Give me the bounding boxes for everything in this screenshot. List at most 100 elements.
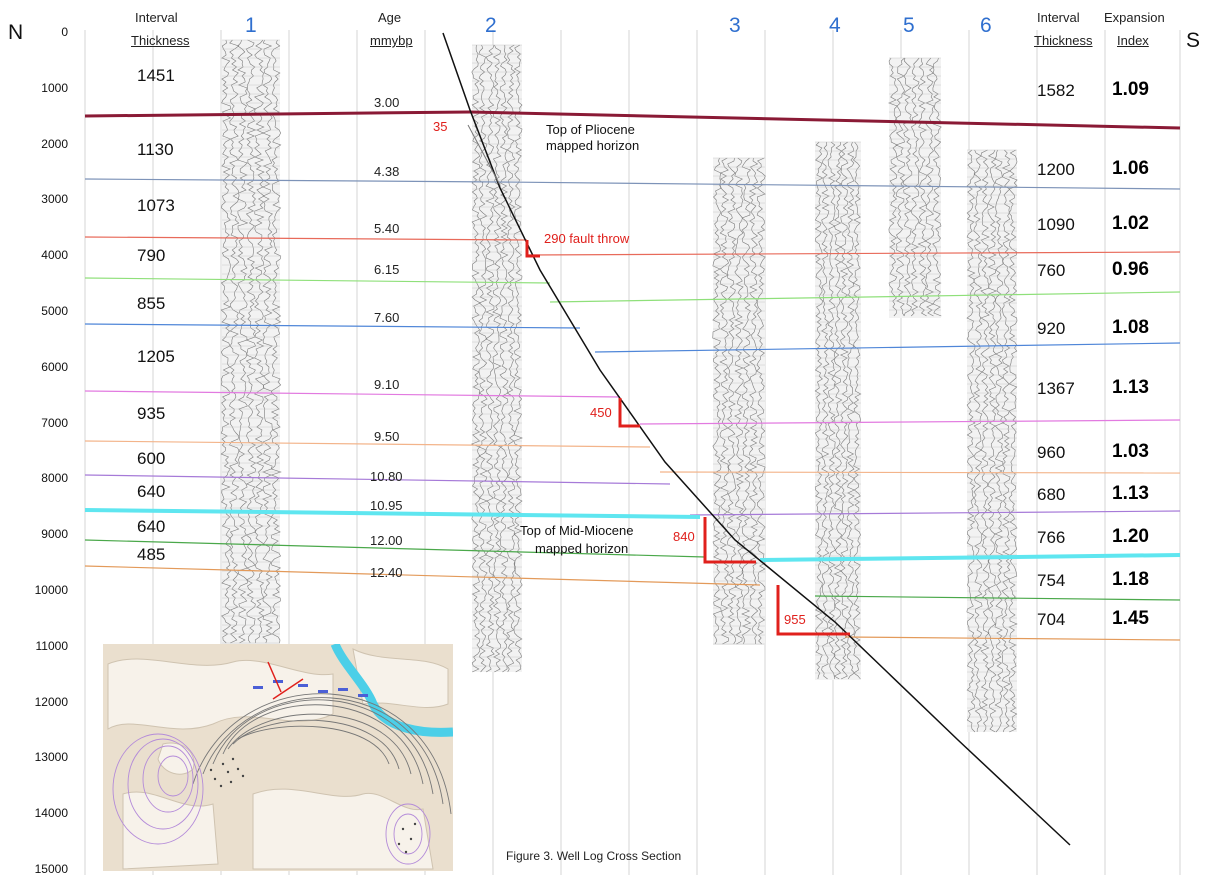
throw-marker: [618, 398, 640, 428]
depth-tick: 13000: [34, 750, 68, 765]
well-label-1: 1: [245, 14, 257, 37]
miocene-label-line1: Top of Mid-Miocene: [520, 523, 634, 538]
well-log-background: [815, 142, 861, 680]
throw-marker: [776, 585, 850, 636]
left-thickness: 640: [137, 482, 166, 501]
log-trace: [846, 141, 856, 680]
pliocene-label-line2: mapped horizon: [546, 138, 640, 153]
fault-throw-label: 290 fault throw: [544, 231, 630, 246]
horizon-segment-left: [84, 440, 651, 448]
expansion-index: 1.20: [1112, 526, 1149, 547]
well-logs: [220, 39, 1018, 733]
throw-marker: [525, 240, 540, 258]
right-thickness: 1090: [1037, 215, 1075, 234]
horizon-segment-right: [844, 636, 1181, 641]
depth-tick: 15000: [34, 862, 68, 876]
horizon-12-40: [84, 565, 1181, 641]
left-thickness: 790: [137, 246, 166, 265]
left-thickness: 600: [137, 449, 166, 468]
horizon-4-38: [84, 178, 1181, 190]
right-thickness: 1582: [1037, 81, 1075, 100]
left-thickness: 1205: [137, 347, 175, 366]
right-thickness: 680: [1037, 485, 1066, 504]
right-thickness: 766: [1037, 528, 1066, 547]
log-trace: [910, 57, 920, 317]
log-trace: [980, 149, 990, 733]
left-thickness: 1073: [137, 196, 175, 215]
age-value: 10.95: [370, 498, 403, 513]
well-log-background: [889, 58, 941, 318]
expansion-index: 1.13: [1112, 377, 1149, 398]
expansion-index: 1.06: [1112, 158, 1149, 179]
depth-tick: 11000: [35, 638, 68, 653]
horizon-segment-left: [84, 178, 501, 183]
horizon-segment-left: [84, 474, 671, 485]
log-trace: [820, 141, 830, 680]
expansion-index: 1.18: [1112, 569, 1149, 590]
horizon-segment-right: [639, 419, 1181, 425]
log-trace: [237, 39, 249, 644]
right-thickness: 760: [1037, 261, 1066, 280]
right-thickness-header: Thickness: [1034, 33, 1093, 48]
horizon-segment-left: [84, 236, 528, 241]
expansion-index: 1.09: [1112, 79, 1149, 100]
log-trace: [220, 39, 232, 644]
well-log: [712, 157, 766, 645]
expansion-index: 1.45: [1112, 608, 1149, 629]
age-value: 9.50: [374, 429, 400, 444]
log-trace: [513, 44, 523, 673]
inset-map: [103, 644, 453, 871]
log-trace: [478, 44, 488, 673]
depth-tick: 12000: [34, 694, 68, 709]
left-thickness: 935: [137, 404, 166, 423]
horizon-segment-left: [84, 390, 621, 398]
depth-tick: 9000: [41, 527, 68, 542]
right-thickness: 1200: [1037, 160, 1075, 179]
depth-tick: 6000: [41, 359, 68, 374]
throw-840-label: 840: [673, 529, 695, 544]
log-trace: [270, 39, 282, 644]
well-label-6: 6: [980, 14, 992, 37]
expansion-header: Expansion: [1104, 10, 1165, 25]
depth-tick: 10000: [34, 583, 68, 597]
well-label-5: 5: [903, 14, 915, 37]
log-trace: [917, 57, 928, 317]
age-value: 12.40: [370, 565, 403, 580]
well-label-3: 3: [729, 14, 741, 37]
fault: [442, 32, 1071, 846]
log-trace: [470, 44, 481, 673]
horizon-mid-miocene: [84, 508, 1181, 562]
depth-tick: 1000: [41, 80, 68, 95]
horizon-7-60: [84, 323, 1181, 353]
horizon-segment-right: [469, 110, 1181, 130]
horizon-segment-left: [84, 508, 701, 519]
log-trace: [895, 57, 906, 317]
right-thickness: 920: [1037, 319, 1066, 338]
well-log: [220, 39, 282, 645]
log-trace: [262, 39, 274, 644]
throw-955-label: 955: [784, 612, 806, 627]
left-thickness: 1451: [137, 66, 175, 85]
depth-tick: 7000: [41, 415, 68, 430]
well-log: [966, 149, 1018, 733]
north-label: N: [8, 21, 24, 44]
throw-35-label: 35: [433, 119, 448, 134]
fault-throws: [525, 240, 850, 636]
horizon-segment-left: [84, 539, 706, 558]
left-interval-header: Interval: [135, 10, 178, 25]
log-trace: [902, 57, 913, 317]
throw-marker: [703, 517, 756, 564]
right-thickness: 1367: [1037, 379, 1075, 398]
horizon-segment-right: [499, 181, 1181, 190]
log-trace: [852, 141, 862, 680]
left-thickness: 640: [137, 517, 166, 536]
horizon-segment-left: [84, 277, 551, 284]
log-trace: [1001, 149, 1011, 733]
log-trace: [245, 39, 257, 644]
depth-tick: 2000: [41, 136, 68, 151]
depth-tick: 0: [61, 25, 68, 39]
well-log-background: [472, 45, 522, 672]
horizon-segment-left: [84, 565, 761, 586]
log-trace: [966, 149, 976, 733]
miocene-label-line2: mapped horizon: [535, 541, 629, 556]
